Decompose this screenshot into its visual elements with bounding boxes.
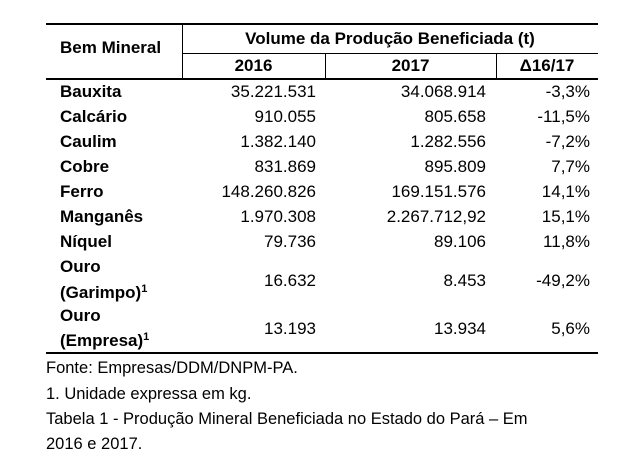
column-header-mineral: Bem Mineral	[60, 38, 162, 57]
row-label: Bauxita	[60, 82, 122, 101]
row-label: Calcário	[60, 107, 128, 126]
unit-footnote: 1. Unidade expressa em kg.	[46, 385, 252, 403]
cell-2016: 1.970.308	[240, 207, 316, 226]
cell-delta: 14,1%	[541, 182, 590, 201]
column-group-header-volume: Volume da Produção Beneficiada (t)	[245, 29, 535, 48]
row-label: Caulim	[60, 132, 117, 151]
cell-2016: 13.193	[264, 319, 316, 338]
cell-2017: 2.267.712,92	[386, 207, 486, 226]
footnote-marker: 1	[141, 283, 148, 295]
cell-2017: 13.934	[434, 319, 486, 338]
row-label-text: (Garimpo)	[60, 283, 142, 302]
source-note: Fonte: Empresas/DDM/DNPM-PA.	[46, 359, 298, 377]
column-header-2017: 2017	[391, 56, 430, 75]
row-label: Manganês	[60, 207, 144, 226]
cell-delta: 7,7%	[551, 157, 590, 176]
cell-2017: 805.658	[424, 107, 486, 126]
cell-delta: 15,1%	[541, 207, 590, 226]
header-divider-label	[182, 23, 183, 80]
cell-2017: 34.068.914	[400, 82, 486, 101]
cell-delta: -7,2%	[545, 132, 590, 151]
cell-2017: 895.809	[424, 157, 486, 176]
cell-2016: 831.869	[254, 157, 316, 176]
row-label-text: (Empresa)	[60, 331, 144, 350]
cell-delta: -49,2%	[536, 271, 590, 290]
cell-delta: 5,6%	[551, 319, 590, 338]
footnote-marker: 1	[143, 331, 150, 343]
cell-2017: 169.151.576	[391, 182, 486, 201]
cell-2016: 79.736	[264, 232, 316, 251]
cell-2016: 16.632	[264, 271, 316, 290]
cell-2016: 1.382.140	[240, 132, 316, 151]
cell-delta: -11,5%	[537, 107, 590, 126]
cell-2017: 8.453	[443, 271, 486, 290]
cell-delta: 11,8%	[543, 232, 590, 251]
row-label: Ferro	[60, 182, 104, 201]
cell-2017: 89.106	[434, 232, 486, 251]
row-label: Ouro	[60, 306, 101, 325]
header-bottom-rule	[46, 78, 598, 80]
cell-2016: 910.055	[254, 107, 316, 126]
table-caption-line1: Tabela 1 - Produção Mineral Beneficiada …	[46, 410, 528, 428]
row-label: Ouro	[60, 257, 101, 276]
cell-delta: -3,3%	[545, 82, 590, 101]
row-label-continuation: (Empresa)1	[60, 330, 149, 352]
cell-2016: 148.260.826	[221, 182, 316, 201]
column-header-2016: 2016	[234, 56, 273, 75]
header-mid-rule	[182, 53, 598, 54]
header-divider-2017-delta	[496, 53, 497, 80]
table-caption-line2: 2016 e 2017.	[46, 435, 143, 453]
cell-2017: 1.282.556	[410, 132, 486, 151]
row-label: Cobre	[60, 157, 110, 176]
cell-2016: 35.221.531	[230, 82, 316, 101]
header-divider-2016-2017	[325, 53, 326, 80]
table-top-rule	[46, 23, 598, 25]
column-header-delta: Δ16/17	[519, 56, 575, 75]
row-label-continuation: (Garimpo)1	[60, 282, 147, 304]
table-bottom-rule	[46, 352, 598, 354]
row-label: Níquel	[60, 232, 112, 251]
